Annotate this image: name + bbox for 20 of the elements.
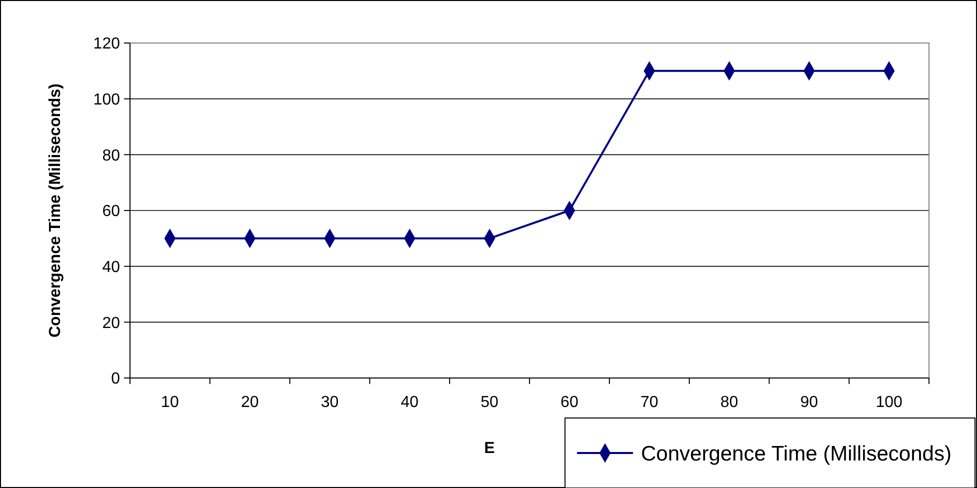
y-tick-label: 100 [93, 91, 120, 108]
y-axis-title: Convergence Time (Milliseconds) [47, 84, 64, 338]
y-tick-label: 0 [111, 370, 120, 388]
x-tick-label: 100 [876, 394, 902, 411]
legend-label: Convergence Time (Milliseconds) [641, 442, 952, 466]
y-tick-label: 80 [102, 147, 120, 164]
y-tick-label: 40 [102, 258, 120, 276]
x-tick-label: 80 [720, 394, 738, 411]
x-tick-label: 60 [560, 394, 578, 411]
x-tick-label: 70 [640, 394, 658, 411]
x-tick-label: 20 [240, 394, 259, 411]
y-tick-label: 60 [102, 203, 120, 220]
x-axis-title: E [484, 440, 496, 457]
x-tick-label: 90 [800, 394, 818, 411]
x-tick-label: 50 [480, 394, 499, 411]
x-tick-label: 40 [400, 394, 419, 411]
x-tick-label: 30 [320, 394, 339, 411]
x-tick-label: 10 [161, 394, 179, 411]
y-tick-label: 120 [93, 36, 120, 53]
y-tick-label: 20 [102, 314, 120, 332]
